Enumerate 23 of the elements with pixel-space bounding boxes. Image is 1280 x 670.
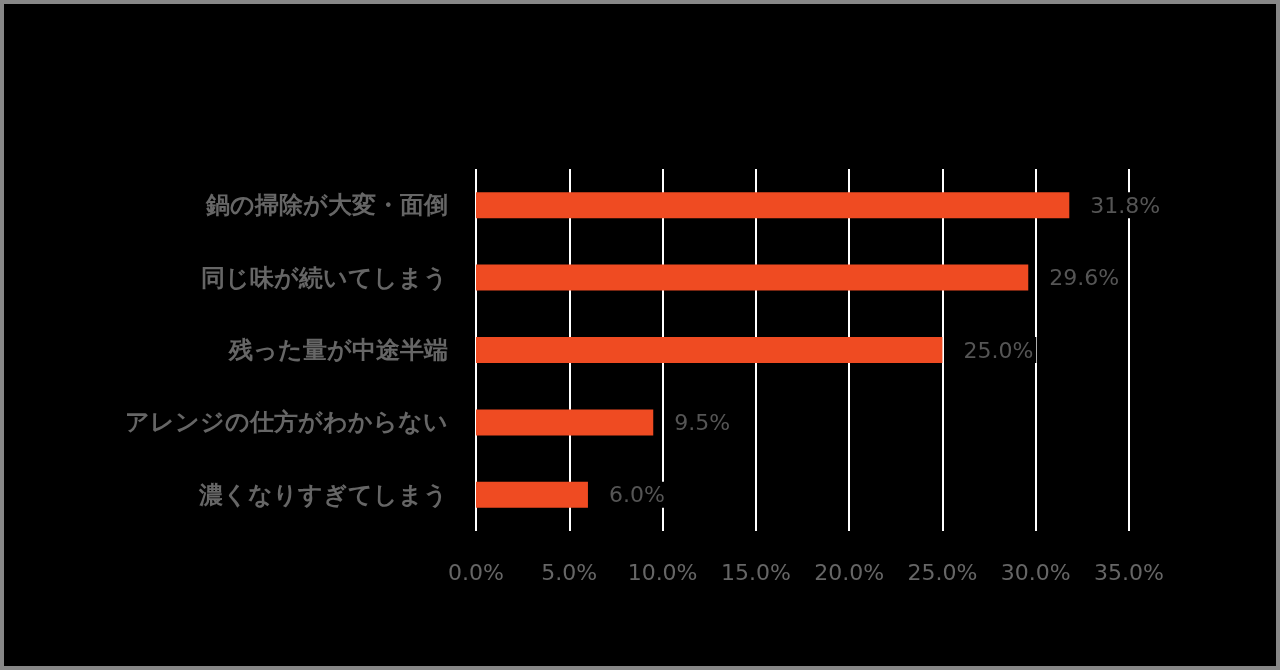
bar: [476, 409, 654, 436]
x-tick-label: 30.0%: [1000, 559, 1071, 585]
data-label: 31.8%: [1090, 192, 1161, 218]
data-label: 25.0%: [963, 337, 1034, 363]
y-tick-label: 同じ味が続いてしまう: [201, 263, 448, 292]
data-label: 29.6%: [1049, 265, 1120, 291]
x-tick-label: 20.0%: [814, 559, 885, 585]
y-tick-label: アレンジの仕方がわからない: [125, 408, 448, 437]
x-tick-label: 5.0%: [541, 559, 598, 585]
x-tick-label: 0.0%: [448, 559, 504, 585]
y-tick-label: 残った量が中途半端: [228, 336, 448, 364]
x-tick-label: 10.0%: [627, 559, 698, 585]
data-label: 9.5%: [674, 409, 731, 435]
bar: [476, 264, 1029, 291]
bar: [476, 192, 1070, 219]
y-tick-label: 濃くなりすぎてしまう: [198, 480, 448, 509]
x-tick-label: 25.0%: [907, 559, 978, 585]
y-tick-label: 鍋の掃除が大変・面倒: [205, 191, 448, 220]
bar: [476, 481, 588, 508]
bar: [476, 337, 943, 363]
x-tick-label: 35.0%: [1094, 559, 1164, 585]
data-label: 6.0%: [608, 482, 665, 508]
x-tick-label: 15.0%: [720, 559, 791, 585]
